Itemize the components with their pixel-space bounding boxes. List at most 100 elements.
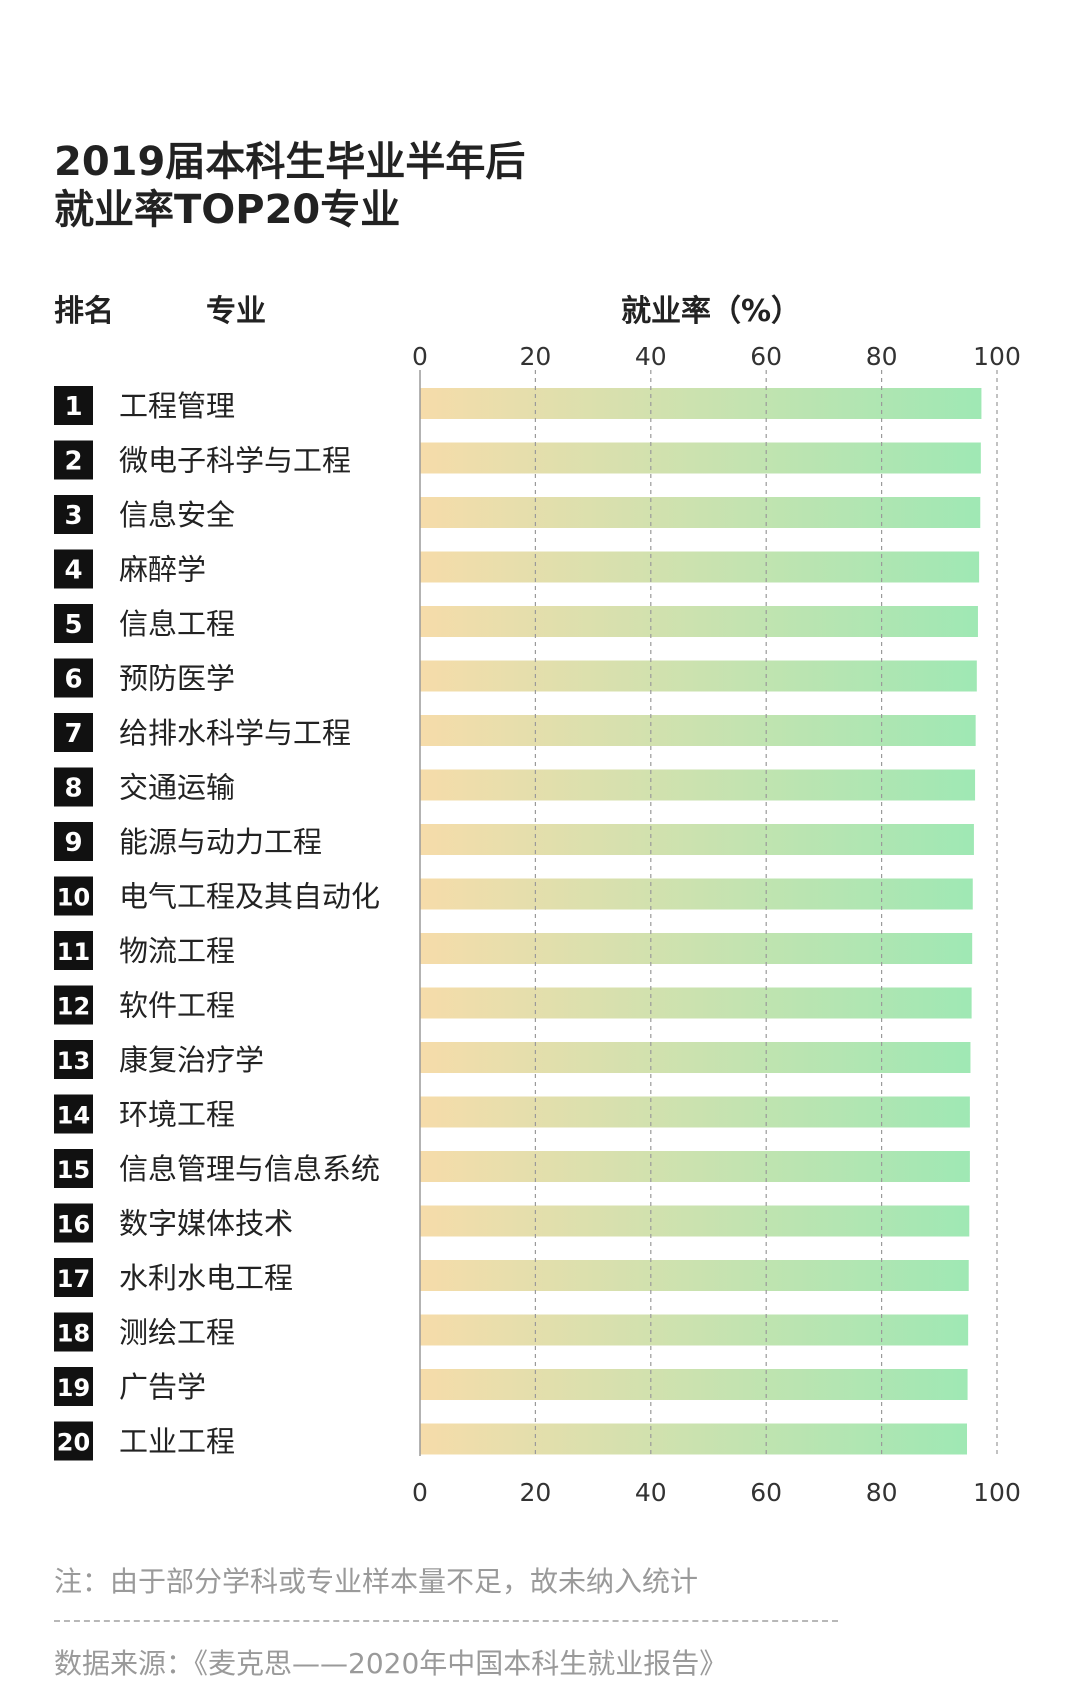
rank-box — [54, 604, 93, 643]
rank-number: 3 — [64, 501, 82, 531]
category-label: 工业工程 — [119, 1425, 235, 1459]
category-label: 交通运输 — [119, 771, 235, 805]
category-label: 预防医学 — [119, 662, 235, 696]
rank-number: 15 — [57, 1156, 90, 1184]
rank-box — [54, 1258, 93, 1297]
category-label: 麻醉学 — [119, 553, 206, 587]
rank-number: 18 — [57, 1320, 90, 1348]
rank-box — [54, 931, 93, 970]
rank-box — [54, 549, 93, 589]
rank-number: 1 — [64, 392, 82, 422]
rank-box — [54, 822, 93, 861]
rank-box — [54, 440, 93, 480]
category-label: 环境工程 — [119, 1098, 235, 1132]
rank-number: 20 — [57, 1429, 90, 1457]
bar — [420, 1260, 969, 1291]
rank-box — [54, 985, 93, 1025]
rank-box — [54, 767, 93, 807]
category-label: 数字媒体技术 — [119, 1207, 293, 1241]
tick-label-bottom: 20 — [519, 1478, 551, 1507]
category-label: 软件工程 — [119, 989, 235, 1023]
tick-label-top: 20 — [519, 342, 551, 371]
rank-number: 9 — [64, 828, 82, 858]
rank-number: 12 — [57, 993, 90, 1021]
rank-header: 排名 — [54, 294, 114, 329]
rank-number: 11 — [57, 938, 90, 966]
chart-title: 2019届本科生毕业半年后 就业率TOP20专业 — [54, 138, 525, 234]
category-label: 物流工程 — [119, 934, 235, 968]
tick-label-top: 60 — [750, 342, 782, 371]
data-source: 数据来源：《麦克思——2020年中国本科生就业报告》 — [54, 1647, 728, 1680]
bar — [420, 1369, 968, 1400]
tick-label-top: 100 — [973, 342, 1021, 371]
category-label: 能源与动力工程 — [119, 825, 322, 859]
rank-number: 5 — [64, 610, 82, 640]
rank-number: 10 — [57, 884, 90, 912]
bar — [420, 660, 977, 692]
tick-label-top: 40 — [635, 342, 667, 371]
rank-box — [54, 876, 93, 916]
bar — [420, 442, 981, 474]
chart-title-line1: 2019届本科生毕业半年后 — [54, 139, 526, 185]
rank-number: 19 — [57, 1374, 90, 1402]
rank-box — [54, 1421, 93, 1461]
major-header: 专业 — [206, 294, 266, 329]
bar — [420, 1042, 971, 1073]
rank-number: 14 — [57, 1102, 90, 1130]
bar — [420, 878, 973, 910]
tick-label-bottom: 0 — [412, 1478, 428, 1507]
rank-box — [54, 1149, 93, 1188]
rank-box — [54, 1367, 93, 1406]
category-label: 微电子科学与工程 — [119, 444, 351, 478]
category-label: 信息安全 — [119, 498, 235, 532]
category-label: 广告学 — [119, 1370, 206, 1404]
category-label: 给排水科学与工程 — [119, 716, 351, 750]
rank-number: 8 — [64, 774, 82, 804]
category-label: 测绘工程 — [119, 1316, 235, 1350]
bar — [420, 551, 980, 583]
rank-box — [54, 1040, 93, 1079]
rank-number: 13 — [57, 1047, 90, 1075]
category-label: 工程管理 — [119, 389, 235, 423]
bar — [420, 388, 982, 419]
bar — [420, 606, 978, 637]
footnote: 注：由于部分学科或专业样本量不足，故未纳入统计 — [54, 1565, 699, 1598]
rank-number: 2 — [64, 447, 82, 477]
chart-title-line2: 就业率TOP20专业 — [54, 187, 401, 233]
bar — [420, 933, 973, 964]
rank-number: 6 — [64, 665, 82, 695]
category-label: 水利水电工程 — [119, 1261, 293, 1295]
bar — [420, 1423, 967, 1455]
tick-label-bottom: 40 — [635, 1478, 667, 1507]
bar — [420, 497, 981, 528]
rank-box — [54, 495, 93, 534]
rank-number: 7 — [64, 719, 82, 749]
rank-box — [54, 1312, 93, 1352]
category-label: 信息管理与信息系统 — [119, 1152, 380, 1186]
bar — [420, 1151, 970, 1182]
divider — [54, 1620, 838, 1622]
tick-label-top: 0 — [412, 342, 428, 371]
tick-label-bottom: 80 — [866, 1478, 898, 1507]
bar — [420, 1205, 970, 1237]
bar — [420, 987, 972, 1019]
bar — [420, 1314, 969, 1346]
rank-number: 17 — [57, 1265, 90, 1293]
tick-label-bottom: 60 — [750, 1478, 782, 1507]
tick-label-top: 80 — [866, 342, 898, 371]
rate-header: 就业率（%） — [621, 294, 802, 329]
tick-label-bottom: 100 — [973, 1478, 1021, 1507]
rank-box — [54, 1094, 93, 1134]
category-label: 康复治疗学 — [119, 1043, 264, 1077]
rank-number: 16 — [57, 1211, 90, 1239]
bar — [420, 824, 974, 855]
rank-box — [54, 658, 93, 698]
bar — [420, 769, 976, 801]
bar — [420, 1096, 970, 1128]
rank-box — [54, 713, 93, 752]
rank-box — [54, 1203, 93, 1243]
bar — [420, 715, 976, 746]
rank-number: 4 — [64, 556, 82, 586]
category-label: 电气工程及其自动化 — [119, 880, 380, 914]
